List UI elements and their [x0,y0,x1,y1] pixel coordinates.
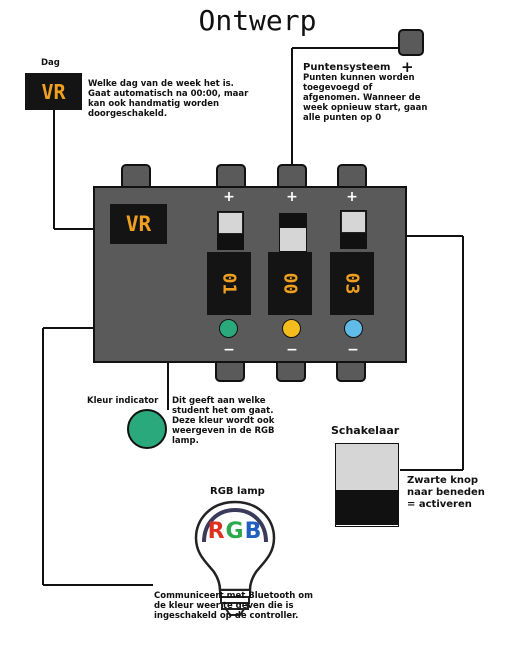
switch-top [341,211,366,233]
day-display-value: VR [41,79,66,104]
switch-heading: Schakelaar [331,424,400,437]
rgb-logo: RGB [200,519,270,544]
switch-top [218,212,243,234]
indicator-dot [219,319,238,338]
indicator-dot [344,319,363,338]
switch-description: Zwarte knop naar beneden = activeren [407,475,485,510]
counter-value: 03 [341,272,363,295]
switch-illustration-bottom [336,491,398,525]
switch-illustration [335,443,399,527]
day-description: Welke dag van de week het is. Gaat autom… [88,79,249,119]
counter-display: 03 [330,252,374,315]
minus-sign: − [286,342,298,358]
rgb-logo-text: RGB [207,519,263,544]
indicator-dot [282,319,301,338]
plus-sign: + [346,189,358,205]
rgb-lamp-heading: RGB lamp [210,486,265,497]
counter-value: 01 [218,272,240,295]
day-heading: Dag [41,58,60,68]
lightbulb-icon [194,500,276,616]
color-indicator-description: Dit geeft aan welke student het om gaat.… [172,396,275,446]
plus-sign: + [223,189,235,205]
controller-day-value: VR [125,212,152,236]
page-title: Ontwerp [198,4,317,37]
counter-display: 00 [268,252,312,315]
points-description: Punten kunnen worden toegevoegd of afgen… [303,73,428,123]
rgb-lamp-description: Communiceert met Bluetooth om de kleur w… [154,591,313,621]
switch-top [280,214,306,228]
day-display: VR [25,73,82,110]
color-indicator-dot [127,409,167,449]
plus-sign: + [286,189,298,205]
switch-illustration-top [336,444,398,491]
toggle-switch[interactable] [217,211,244,250]
controller-day-display: VR [110,204,167,244]
points-plus-sign: + [401,58,414,76]
counter-display: 01 [207,252,251,315]
counter-value: 00 [279,272,301,295]
toggle-switch[interactable] [340,210,367,249]
toggle-switch[interactable] [279,213,307,252]
minus-sign: − [347,342,359,358]
color-indicator-label: Kleur indicator [87,396,159,406]
minus-sign: − [223,342,235,358]
points-plus-knob [398,29,424,56]
points-system-heading: Puntensysteem [303,62,391,73]
